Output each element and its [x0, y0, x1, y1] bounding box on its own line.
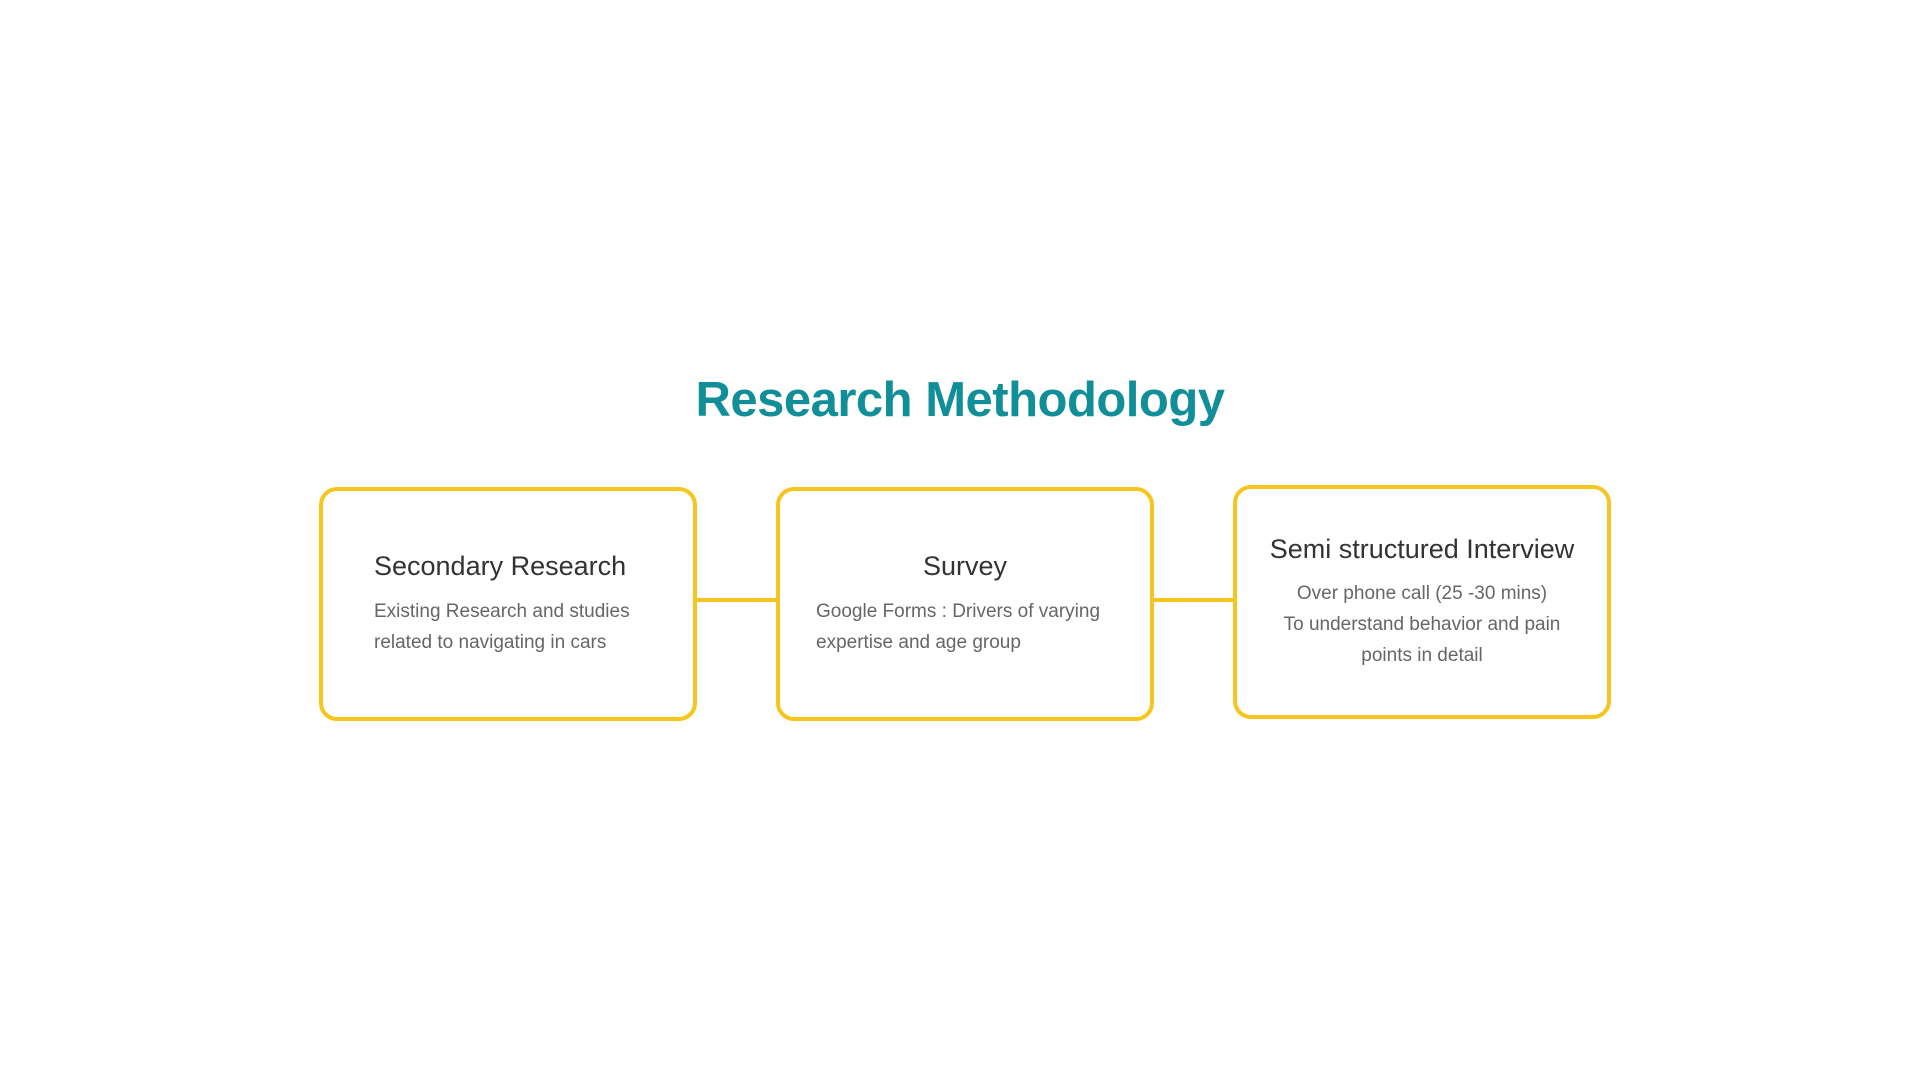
description-line: To understand behavior and pain: [1283, 614, 1561, 635]
step-card-secondary-research: Secondary Research Existing Research and…: [319, 487, 697, 721]
connector-line: [1154, 598, 1233, 602]
description-line: points in detail: [1361, 645, 1483, 666]
step-card-survey: Survey Google Forms : Drivers of varying…: [776, 487, 1154, 721]
step-card-semi-structured-interview: Semi structured Interview Over phone cal…: [1233, 485, 1611, 719]
step-heading: Secondary Research: [374, 551, 627, 581]
description-line: expertise and age group: [816, 632, 1021, 653]
step-heading: Semi structured Interview: [1269, 534, 1575, 564]
description-line: Google Forms : Drivers of varying: [816, 601, 1101, 622]
step-description: Over phone call (25 -30 mins) To underst…: [1257, 578, 1587, 671]
description-line: Over phone call (25 -30 mins): [1296, 583, 1548, 604]
page-title: Research Methodology: [695, 373, 1225, 427]
step-description: Google Forms : Drivers of varying expert…: [816, 596, 1136, 658]
connector-line: [697, 598, 776, 602]
step-description: Existing Research and studies related to…: [374, 596, 674, 658]
description-line: Existing Research and studies: [374, 601, 630, 622]
step-heading: Survey: [922, 551, 1008, 581]
description-line: related to navigating in cars: [374, 632, 607, 653]
